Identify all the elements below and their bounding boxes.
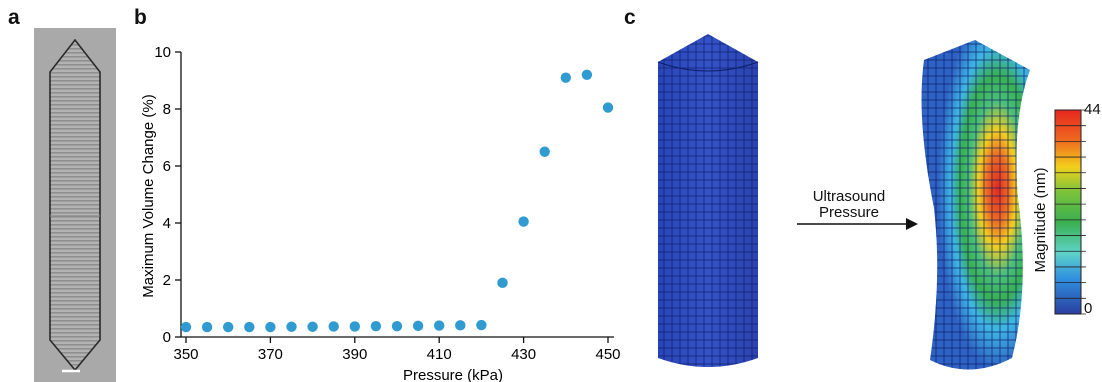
y-tick-label: 6 [163,158,171,175]
data-point [223,321,234,333]
colorbar-title: Magnitude (nm) [1032,167,1049,273]
data-point [602,102,614,113]
data-point [455,320,466,331]
x-axis-title: Pressure (kPa) [403,367,503,382]
x-tick-label: 350 [173,346,198,363]
vesicle-micrograph [34,28,116,382]
y-tick-label: 8 [163,101,171,118]
panel-label-a: a [8,6,20,29]
data-point [581,69,593,80]
data-point [180,321,192,333]
data-point [497,277,508,289]
undeformed-vesicle-model [657,34,759,367]
x-tick-label: 410 [427,346,452,363]
fem-simulation [657,34,1086,370]
arrow-label-line-1: Ultrasound [812,188,886,205]
y-axis-title: Maximum Volume Change (%) [140,94,157,297]
colorbar-min-label: 0 [1084,300,1093,317]
y-tick-label: 4 [163,215,171,232]
data-point [434,320,445,331]
data-point [476,319,487,331]
data-point [201,321,213,333]
colorbar-max-label: 44 [1084,101,1101,118]
y-tick-label: 10 [154,44,171,61]
data-point [244,321,255,333]
panel-label-b: b [134,6,147,29]
data-point [286,321,297,332]
scatter-plot: Maximum Volume Change (%) Pressure (kPa)… [140,44,621,382]
arrow-label-line-2: Pressure [818,204,880,221]
data-point [539,146,550,157]
data-point [412,320,424,332]
data-point [518,216,529,227]
x-tick-label: 390 [342,346,367,363]
y-tick-label: 2 [163,272,171,289]
vesicle-body [49,38,101,372]
arrow [797,218,918,230]
data-point [307,321,318,332]
data-point [391,320,403,332]
panel-label-c: c [624,6,636,29]
x-tick-label: 450 [595,346,620,363]
y-tick-label: 0 [163,329,171,346]
data-point [349,321,360,332]
data-point [370,320,382,332]
deformed-vesicle-model [921,40,1030,370]
data-point [328,321,339,332]
data-point [265,321,276,333]
data-point [560,72,571,83]
x-tick-label: 370 [258,346,283,363]
x-tick-label: 430 [511,346,536,363]
colorbar [1054,109,1086,315]
